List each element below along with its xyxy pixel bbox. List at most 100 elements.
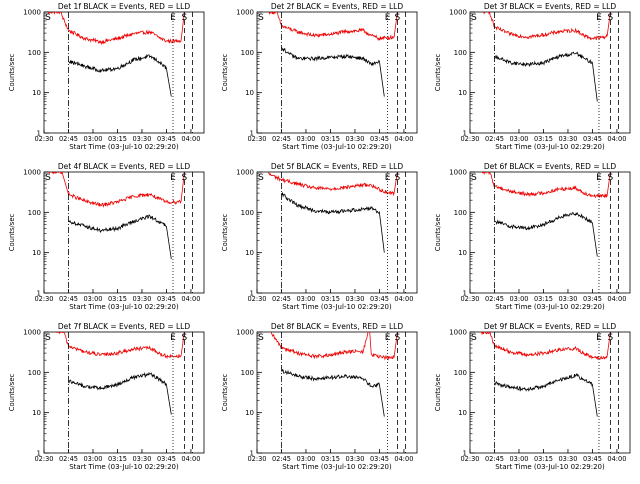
y-tick-label: 1000 bbox=[23, 329, 41, 337]
end-marker-label: E bbox=[596, 333, 602, 343]
x-axis-label: Start Time (03-Jul-10 02:29:20) bbox=[495, 143, 605, 151]
chart-title: Det 3f BLACK = Events, RED = LLD bbox=[484, 2, 617, 11]
x-tick-label: 03:30 bbox=[132, 135, 151, 143]
y-tick-label: 10 bbox=[32, 89, 41, 97]
plot-frame bbox=[256, 331, 418, 454]
lld-series-line bbox=[268, 12, 398, 42]
y-tick-label: 100 bbox=[241, 369, 254, 377]
detector-panel: Det 4f BLACK = Events, RED = LLD 1 10 100 10… bbox=[0, 160, 213, 320]
x-tick-label: 02:30 bbox=[34, 455, 53, 463]
y-tick-label: 1000 bbox=[449, 329, 467, 337]
x-tick-label: 04:00 bbox=[607, 135, 626, 143]
lld-series-line bbox=[270, 332, 398, 361]
x-tick-label: 03:45 bbox=[583, 295, 602, 303]
y-tick-label: 100 bbox=[28, 209, 41, 217]
chart-title: Det 6f BLACK = Events, RED = LLD bbox=[484, 162, 617, 171]
detector-panel: Det 2f BLACK = Events, RED = LLD 1 10 100 10… bbox=[213, 0, 426, 160]
x-tick-label: 02:30 bbox=[460, 455, 479, 463]
y-tick-label: 100 bbox=[28, 49, 41, 57]
x-tick-label: 03:45 bbox=[157, 135, 176, 143]
plot-frame bbox=[469, 331, 631, 454]
x-tick-label: 03:00 bbox=[296, 295, 315, 303]
start-marker-label: S bbox=[395, 333, 401, 343]
start-marker-label: S bbox=[608, 173, 614, 183]
x-tick-label: 03:15 bbox=[108, 295, 127, 303]
end-marker-label: E bbox=[170, 173, 176, 183]
x-tick-label: 02:30 bbox=[460, 295, 479, 303]
x-tick-label: 02:45 bbox=[485, 135, 504, 143]
x-tick-label: 03:00 bbox=[83, 135, 102, 143]
x-tick-label: 03:00 bbox=[83, 455, 102, 463]
x-tick-label: 02:45 bbox=[59, 295, 78, 303]
y-tick-label: 10 bbox=[245, 249, 254, 257]
start-marker-label: S bbox=[471, 173, 477, 183]
x-tick-label: 04:00 bbox=[394, 135, 413, 143]
lld-series-line bbox=[481, 172, 611, 199]
detector-chart: Det 8f BLACK = Events, RED = LLD 1 10 100 10… bbox=[221, 322, 418, 471]
x-tick-label: 03:15 bbox=[321, 135, 340, 143]
y-axis-label: Counts/sec bbox=[434, 374, 442, 412]
x-tick-label: 03:45 bbox=[157, 455, 176, 463]
y-tick-label: 10 bbox=[32, 249, 41, 257]
x-tick-label: 02:45 bbox=[272, 135, 291, 143]
start-marker-label: S bbox=[608, 333, 614, 343]
x-tick-label: 03:30 bbox=[558, 135, 577, 143]
y-axis-label: Counts/sec bbox=[221, 374, 229, 412]
detector-chart: Det 5f BLACK = Events, RED = LLD 1 10 100 10… bbox=[221, 162, 418, 311]
x-tick-label: 03:45 bbox=[583, 135, 602, 143]
detector-chart: Det 6f BLACK = Events, RED = LLD 1 10 100 10… bbox=[434, 162, 631, 311]
x-tick-label: 03:00 bbox=[296, 135, 315, 143]
x-tick-label: 03:00 bbox=[83, 295, 102, 303]
x-tick-label: 02:30 bbox=[34, 135, 53, 143]
x-tick-label: 03:15 bbox=[534, 135, 553, 143]
x-tick-label: 03:15 bbox=[534, 455, 553, 463]
y-tick-label: 100 bbox=[241, 209, 254, 217]
x-axis-label: Start Time (03-Jul-10 02:29:20) bbox=[69, 143, 179, 151]
plot-frame bbox=[43, 331, 205, 454]
x-tick-label: 03:15 bbox=[321, 295, 340, 303]
plot-frame bbox=[43, 11, 205, 134]
chart-title: Det 1f BLACK = Events, RED = LLD bbox=[58, 2, 191, 11]
x-tick-label: 02:30 bbox=[247, 455, 266, 463]
y-tick-label: 10 bbox=[32, 409, 41, 417]
x-tick-label: 02:30 bbox=[247, 135, 266, 143]
x-tick-label: 02:30 bbox=[460, 135, 479, 143]
start-marker-label: S bbox=[258, 333, 264, 343]
x-axis-label: Start Time (03-Jul-10 02:29:20) bbox=[69, 463, 179, 471]
x-tick-label: 03:45 bbox=[370, 295, 389, 303]
x-tick-label: 03:15 bbox=[108, 455, 127, 463]
y-tick-label: 1000 bbox=[236, 329, 254, 337]
detector-chart: Det 9f BLACK = Events, RED = LLD 1 10 100 10… bbox=[434, 322, 631, 471]
plot-frame bbox=[256, 11, 418, 134]
x-tick-label: 02:45 bbox=[485, 455, 504, 463]
start-marker-label: S bbox=[182, 13, 188, 23]
x-tick-label: 02:45 bbox=[272, 295, 291, 303]
y-axis-label: Counts/sec bbox=[434, 214, 442, 252]
events-series-line bbox=[68, 214, 172, 259]
x-tick-label: 04:00 bbox=[607, 455, 626, 463]
y-tick-label: 10 bbox=[458, 89, 467, 97]
end-marker-label: E bbox=[596, 13, 602, 23]
x-tick-label: 02:30 bbox=[34, 295, 53, 303]
x-tick-label: 03:30 bbox=[345, 135, 364, 143]
detector-chart: Det 2f BLACK = Events, RED = LLD 1 10 100 10… bbox=[221, 2, 418, 151]
x-tick-label: 04:00 bbox=[181, 295, 200, 303]
x-tick-label: 03:15 bbox=[321, 455, 340, 463]
start-marker-label: S bbox=[395, 13, 401, 23]
start-marker-label: S bbox=[182, 333, 188, 343]
y-axis-label: Counts/sec bbox=[221, 214, 229, 252]
detector-chart: Det 4f BLACK = Events, RED = LLD 1 10 100 10… bbox=[8, 162, 205, 311]
y-tick-label: 1000 bbox=[236, 9, 254, 17]
lld-series-line bbox=[481, 12, 611, 41]
chart-title: Det 7f BLACK = Events, RED = LLD bbox=[58, 322, 191, 331]
x-tick-label: 03:45 bbox=[583, 455, 602, 463]
y-tick-label: 1 bbox=[37, 450, 41, 458]
y-tick-label: 1000 bbox=[23, 9, 41, 17]
x-tick-label: 03:30 bbox=[558, 455, 577, 463]
events-series-line bbox=[68, 53, 172, 97]
detector-panel: Det 1f BLACK = Events, RED = LLD 1 10 100 10… bbox=[0, 0, 213, 160]
end-marker-label: E bbox=[385, 333, 391, 343]
detector-panel: Det 5f BLACK = Events, RED = LLD 1 10 100 10… bbox=[213, 160, 426, 320]
y-tick-label: 1 bbox=[463, 450, 467, 458]
y-tick-label: 1 bbox=[463, 290, 467, 298]
